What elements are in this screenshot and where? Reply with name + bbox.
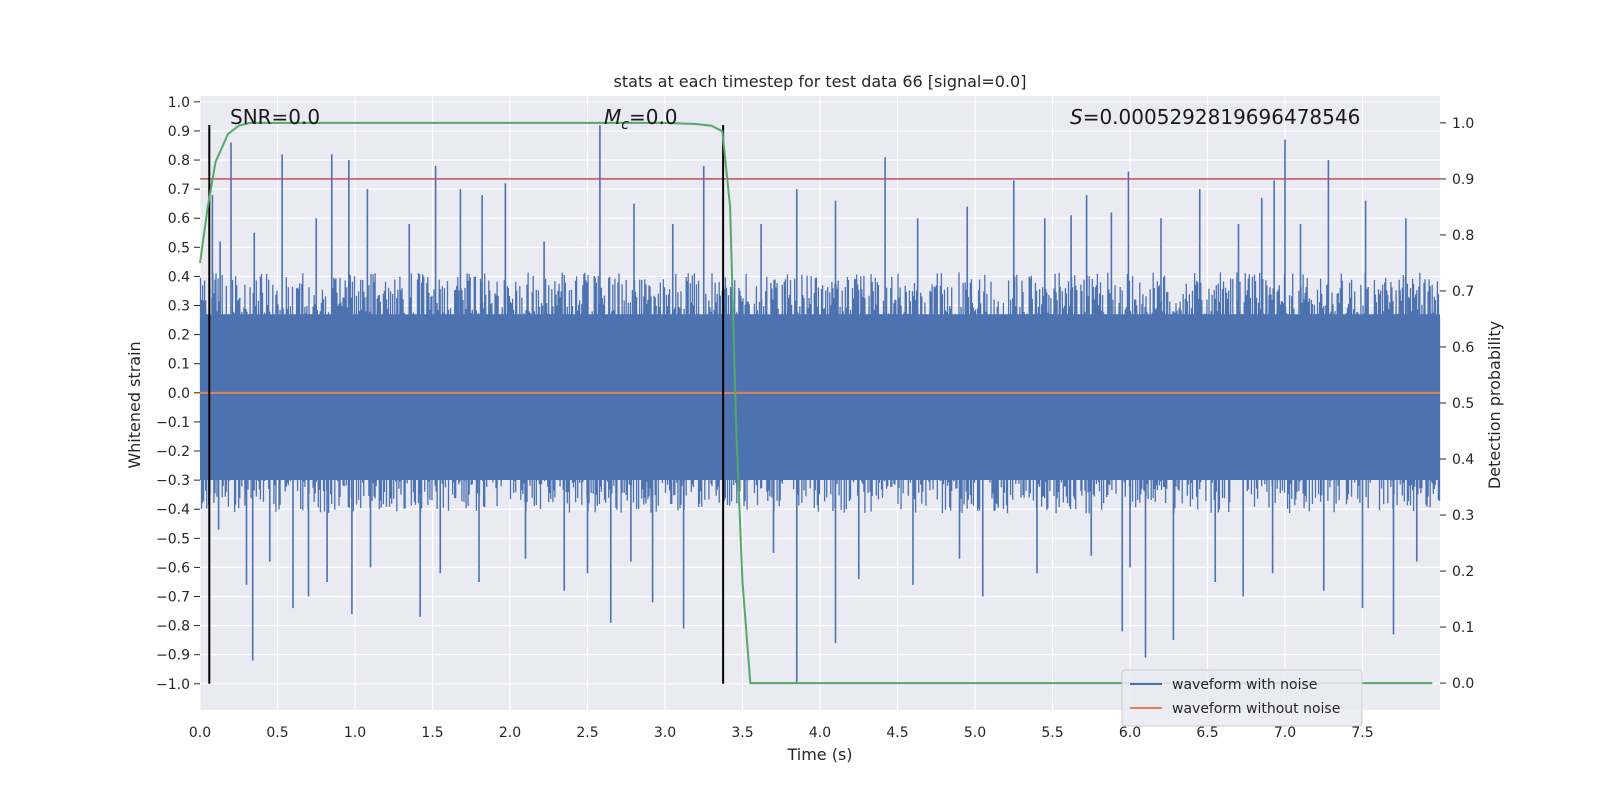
s-value: =0.0005292819696478546 <box>1083 105 1361 129</box>
mc-subscript: c <box>621 117 629 133</box>
noise-spikes <box>211 125 1418 684</box>
annotation-mc: Mc=0.0 <box>604 105 678 133</box>
y-tick-label: 1.0 <box>168 95 190 111</box>
x-tick-label: 3.5 <box>731 725 753 741</box>
y-tick-label: −0.2 <box>156 444 190 460</box>
y-tick-label: 0.5 <box>168 240 190 256</box>
y-right-tick-label: 0.0 <box>1452 676 1474 692</box>
x-tick-label: 7.0 <box>1274 725 1296 741</box>
y-right-tick-label: 0.1 <box>1452 620 1474 636</box>
x-tick-label: 4.0 <box>809 725 831 741</box>
annotation-snr: SNR=0.0 <box>230 105 320 129</box>
legend-box <box>1121 669 1363 727</box>
x-tick-label: 2.5 <box>576 725 598 741</box>
y-tick-label: 0.8 <box>168 153 190 169</box>
y-right-tick-label: 0.3 <box>1452 508 1474 524</box>
y-tick-label: −0.3 <box>156 473 190 489</box>
noise-band <box>199 272 1441 514</box>
y-right-tick-labels: 1.0 0.9 0.8 0.7 0.6 0.5 0.4 0.3 0.2 0.1 0.0 <box>1440 116 1474 692</box>
x-tick-label: 1.0 <box>344 725 366 741</box>
y-right-tick-label: 0.4 <box>1452 452 1474 468</box>
y-right-tick-label: 0.6 <box>1452 340 1474 356</box>
x-tick-label: 6.0 <box>1119 725 1141 741</box>
x-tick-label: 4.5 <box>886 725 908 741</box>
mc-value: =0.0 <box>629 105 678 129</box>
x-tick-label: 5.5 <box>1041 725 1063 741</box>
event-markers <box>208 125 725 684</box>
mc-symbol: M <box>604 105 621 129</box>
chart-title: stats at each timestep for test data 66 … <box>614 72 1027 91</box>
y-tick-label: −0.6 <box>156 560 190 576</box>
x-tick-label: 0.0 <box>189 725 211 741</box>
y-tick-label: 0.0 <box>168 386 190 402</box>
y-right-tick-label: 0.7 <box>1452 284 1474 300</box>
y-tick-label: 0.2 <box>168 328 190 344</box>
y-tick-label: −0.7 <box>156 590 190 606</box>
y-tick-label: −0.1 <box>156 415 190 431</box>
legend-label-noise: waveform with noise <box>1172 677 1317 693</box>
y-tick-label: 0.9 <box>168 124 190 140</box>
y-right-axis-label: Detection probability <box>1485 321 1504 489</box>
y-axis-label: Whitened strain <box>125 341 144 468</box>
y-right-tick-label: 0.2 <box>1452 564 1474 580</box>
x-axis-label: Time (s) <box>786 745 852 764</box>
annotation-s: S=0.0005292819696478546 <box>1070 105 1360 129</box>
y-tick-label: 0.6 <box>168 211 190 227</box>
y-tick-label: −0.9 <box>156 648 190 664</box>
x-tick-label: 6.5 <box>1196 725 1218 741</box>
x-tick-label: 2.0 <box>499 725 521 741</box>
y-tick-label: −0.4 <box>156 502 190 518</box>
y-tick-label: −0.8 <box>156 619 190 635</box>
x-tick-label: 5.0 <box>964 725 986 741</box>
y-right-tick-label: 0.9 <box>1452 172 1474 188</box>
y-right-tick-label: 0.8 <box>1452 228 1474 244</box>
x-tick-label: 7.5 <box>1351 725 1373 741</box>
legend: waveform with noise waveform without noi… <box>1121 669 1363 727</box>
y-tick-label: −0.5 <box>156 531 190 547</box>
y-tick-labels: 1.0 0.9 0.8 0.7 0.6 0.5 0.4 0.3 0.2 0.1 0.0 −0.1 −0.… <box>156 95 200 693</box>
x-tick-label: 3.0 <box>654 725 676 741</box>
s-symbol: S <box>1070 105 1083 129</box>
y-tick-label: 0.3 <box>168 299 190 315</box>
y-right-tick-label: 1.0 <box>1452 116 1474 132</box>
y-tick-label: 0.1 <box>168 357 190 373</box>
y-tick-label: 0.4 <box>168 269 190 285</box>
y-tick-label: −1.0 <box>156 677 190 693</box>
y-tick-label: 0.7 <box>168 182 190 198</box>
y-right-tick-label: 0.5 <box>1452 396 1474 412</box>
x-tick-labels: 0.0 0.5 1.0 1.5 2.0 2.5 3.0 3.5 4.0 4.5 5.0 5.5 6.0 6… <box>189 725 1374 741</box>
x-tick-label: 0.5 <box>266 725 288 741</box>
series-detection-probability <box>199 121 1433 685</box>
legend-label-clean: waveform without noise <box>1172 701 1340 717</box>
x-tick-label: 1.5 <box>421 725 443 741</box>
